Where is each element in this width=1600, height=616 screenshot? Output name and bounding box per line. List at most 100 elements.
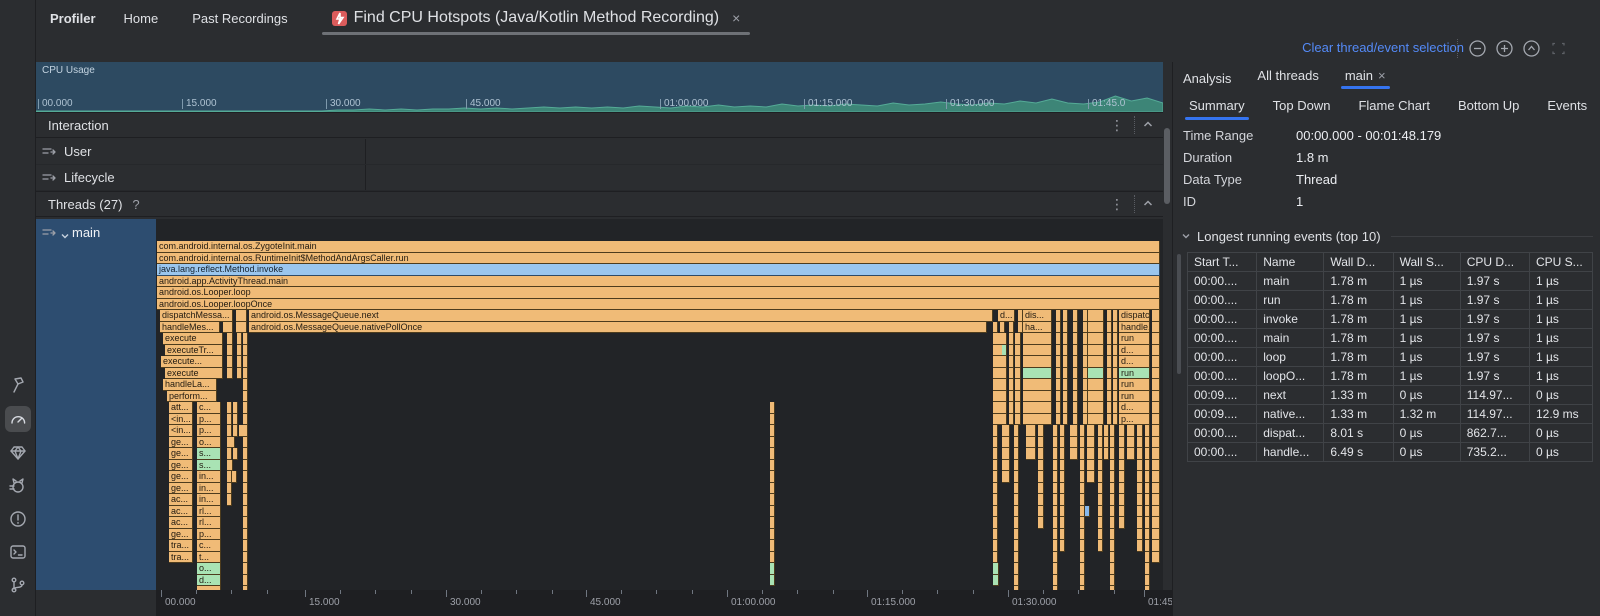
flame-cell[interactable] — [1110, 471, 1115, 483]
flame-cell[interactable] — [1104, 448, 1109, 460]
flame-cell[interactable] — [1145, 540, 1150, 552]
flame-cell[interactable] — [1119, 436, 1125, 448]
flame-cell[interactable] — [1098, 494, 1103, 506]
flame-cell[interactable] — [1038, 482, 1044, 494]
flame-cell[interactable] — [770, 574, 775, 586]
flame-cell[interactable] — [227, 344, 233, 356]
flame-cell[interactable] — [1060, 459, 1065, 471]
flame-cell[interactable] — [993, 540, 998, 552]
flame-cell[interactable] — [1060, 528, 1065, 540]
longest-events-section-header[interactable]: Longest running events (top 10) — [1181, 229, 1593, 244]
flame-cell[interactable] — [993, 333, 1007, 345]
flame-cell[interactable] — [1087, 436, 1095, 448]
flame-cell[interactable] — [1073, 367, 1078, 379]
threads-collapse-icon[interactable] — [1141, 196, 1155, 213]
flame-cell[interactable]: android.os.MessageQueue.next — [249, 310, 993, 322]
flame-cell[interactable] — [1060, 471, 1065, 483]
flame-cell[interactable] — [1107, 367, 1112, 379]
flame-cell[interactable] — [1145, 425, 1150, 437]
flame-cell[interactable] — [1098, 540, 1103, 552]
flame-cell[interactable] — [1053, 494, 1058, 506]
flame-cell[interactable] — [1110, 436, 1115, 448]
column-header[interactable]: CPU D... — [1459, 252, 1530, 272]
flame-cell[interactable] — [1083, 333, 1088, 345]
flame-cell[interactable] — [1014, 551, 1019, 563]
flame-cell[interactable] — [1145, 448, 1150, 460]
flame-cell[interactable] — [232, 471, 237, 483]
flame-cell[interactable] — [1098, 482, 1103, 494]
flame-cell[interactable] — [1107, 413, 1112, 425]
flame-cell[interactable]: c... — [197, 402, 221, 414]
flame-cell[interactable] — [1063, 333, 1068, 345]
flame-cell[interactable]: c... — [197, 540, 221, 552]
flame-cell[interactable] — [1080, 425, 1085, 437]
flame-cell[interactable] — [1009, 367, 1014, 379]
flame-cell[interactable]: handleMes... — [160, 321, 220, 333]
flame-cell[interactable] — [1056, 367, 1061, 379]
flame-cell[interactable] — [1002, 448, 1010, 460]
tab-summary[interactable]: Summary — [1185, 98, 1249, 120]
flame-cell[interactable] — [1110, 505, 1115, 517]
flame-cell[interactable] — [770, 471, 775, 483]
flame-cell[interactable] — [1070, 436, 1078, 448]
flame-cell[interactable] — [243, 333, 248, 345]
flame-cell[interactable] — [1018, 321, 1023, 333]
flame-cell[interactable]: in... — [197, 482, 221, 494]
flame-cell[interactable] — [227, 482, 232, 494]
zoom-out-icon[interactable] — [1468, 39, 1487, 58]
flame-cell[interactable] — [1110, 586, 1115, 590]
thread-row-main[interactable]: main — [36, 219, 156, 590]
flame-cell[interactable] — [227, 436, 235, 448]
flame-cell[interactable] — [993, 505, 998, 517]
flame-cell[interactable] — [993, 517, 998, 529]
flame-cell[interactable] — [993, 379, 1007, 391]
flame-cell[interactable] — [1083, 356, 1088, 368]
flame-cell[interactable] — [1060, 494, 1065, 506]
tab-events[interactable]: Events — [1547, 98, 1588, 113]
flame-cell[interactable] — [1119, 425, 1125, 437]
flame-cell[interactable] — [1113, 344, 1118, 356]
flame-cell[interactable] — [770, 436, 775, 448]
flame-cell[interactable] — [1088, 413, 1104, 425]
flame-cell[interactable] — [993, 494, 998, 506]
cpu-usage-track[interactable]: CPU Usage 00.000 15.000 30.000 45.000 01:00.… — [36, 62, 1163, 112]
flame-cell[interactable]: ge... — [169, 459, 193, 471]
flame-cell[interactable] — [1073, 379, 1078, 391]
flame-cell[interactable] — [1063, 390, 1068, 402]
flame-cell[interactable] — [1110, 459, 1115, 471]
flame-cell[interactable] — [1110, 563, 1115, 575]
flame-cell[interactable] — [1087, 471, 1095, 483]
flame-cell[interactable] — [1107, 402, 1112, 414]
flame-cell[interactable]: ha... — [1023, 321, 1052, 333]
flame-cell[interactable]: com.android.internal.os.ZygoteInit.main — [157, 241, 1160, 253]
flame-cell[interactable]: execute — [165, 367, 223, 379]
flame-cell[interactable] — [770, 413, 775, 425]
flame-cell[interactable] — [1119, 448, 1125, 460]
flame-cell[interactable] — [243, 344, 248, 356]
flame-cell[interactable]: <in... — [169, 413, 193, 425]
flame-cell[interactable] — [1080, 505, 1085, 517]
flame-cell[interactable] — [1080, 494, 1085, 506]
flame-cell[interactable]: ge... — [169, 528, 193, 540]
flame-cell[interactable] — [1026, 448, 1036, 460]
flame-cell[interactable] — [1137, 528, 1143, 540]
flame-cell[interactable] — [993, 471, 998, 483]
flame-cell[interactable] — [1053, 517, 1058, 529]
flame-cell[interactable] — [1002, 459, 1010, 471]
flame-cell[interactable] — [1080, 540, 1085, 552]
flame-cell[interactable] — [1113, 390, 1118, 402]
tab-main[interactable]: main × — [1340, 68, 1390, 89]
flame-cell[interactable] — [1015, 344, 1021, 356]
flame-cell[interactable] — [243, 356, 248, 368]
flame-cell[interactable] — [1098, 459, 1103, 471]
flame-cell[interactable] — [1083, 310, 1088, 322]
flame-cell[interactable] — [1087, 425, 1095, 437]
flame-cell[interactable] — [1152, 333, 1160, 345]
flame-cell[interactable]: d... — [1119, 356, 1150, 368]
flame-cell[interactable]: execute... — [161, 356, 223, 368]
flame-cell[interactable] — [1083, 413, 1088, 425]
